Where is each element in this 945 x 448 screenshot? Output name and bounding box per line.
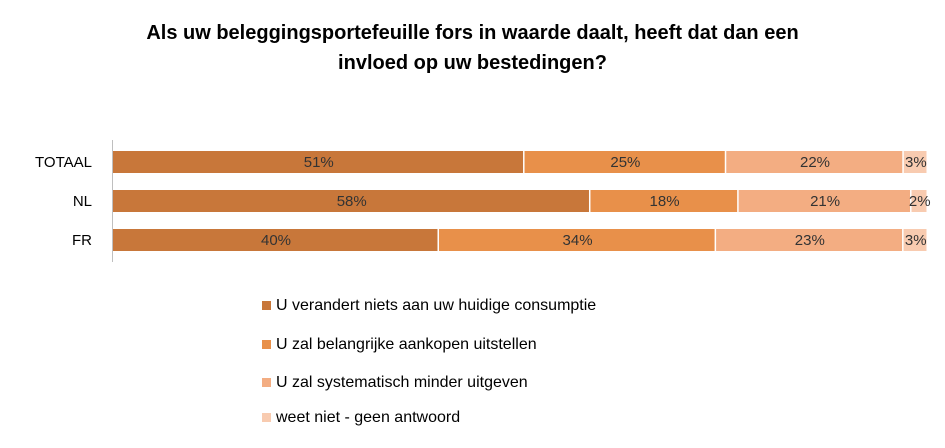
data-label: 51%	[304, 154, 334, 171]
category-label: NL	[73, 193, 92, 210]
data-label: 2%	[909, 193, 931, 210]
category-label: FR	[72, 232, 92, 249]
legend-swatch	[262, 301, 271, 310]
bar-segment	[716, 229, 903, 251]
legend-swatch	[262, 340, 271, 349]
data-label: 22%	[800, 154, 830, 171]
bar-segment	[903, 229, 927, 251]
legend-swatch	[262, 413, 271, 422]
bar-segment	[738, 190, 911, 212]
data-label: 25%	[610, 154, 640, 171]
bar-segment	[439, 229, 715, 251]
chart-title-line-2: invloed op uw bestedingen?	[338, 52, 607, 74]
data-label: 23%	[795, 232, 825, 249]
legend: U verandert niets aan uw huidige consump…	[262, 297, 596, 426]
category-label: TOTAAL	[35, 154, 92, 171]
bar-segment	[113, 229, 438, 251]
legend-label: U verandert niets aan uw huidige consump…	[276, 297, 596, 314]
legend-swatch	[262, 378, 271, 387]
data-label: 58%	[337, 193, 367, 210]
data-label: 40%	[261, 232, 291, 249]
data-label: 3%	[905, 154, 927, 171]
bar-segment	[524, 151, 725, 173]
legend-label: U zal systematisch minder uitgeven	[276, 374, 528, 391]
legend-label: weet niet - geen antwoord	[275, 409, 460, 426]
data-label: 21%	[810, 193, 840, 210]
data-label: 3%	[905, 232, 927, 249]
bar-segment	[903, 151, 927, 173]
data-label: 18%	[650, 193, 680, 210]
chart-title: Als uw beleggingsportefeuille fors in wa…	[0, 18, 945, 78]
data-label: 34%	[563, 232, 593, 249]
bar-segment	[726, 151, 903, 173]
bar-segment	[113, 151, 524, 173]
bar-segment	[113, 190, 589, 212]
chart-title-line-1: Als uw beleggingsportefeuille fors in wa…	[146, 22, 799, 44]
bar-segment	[590, 190, 738, 212]
legend-label: U zal belangrijke aankopen uitstellen	[276, 336, 537, 353]
bar-segment	[911, 190, 927, 212]
plot-area: TOTAAL 51% 25% 22% 3% NL 58% 18% 21% 2% FR 40% 34% 23…	[35, 140, 931, 262]
